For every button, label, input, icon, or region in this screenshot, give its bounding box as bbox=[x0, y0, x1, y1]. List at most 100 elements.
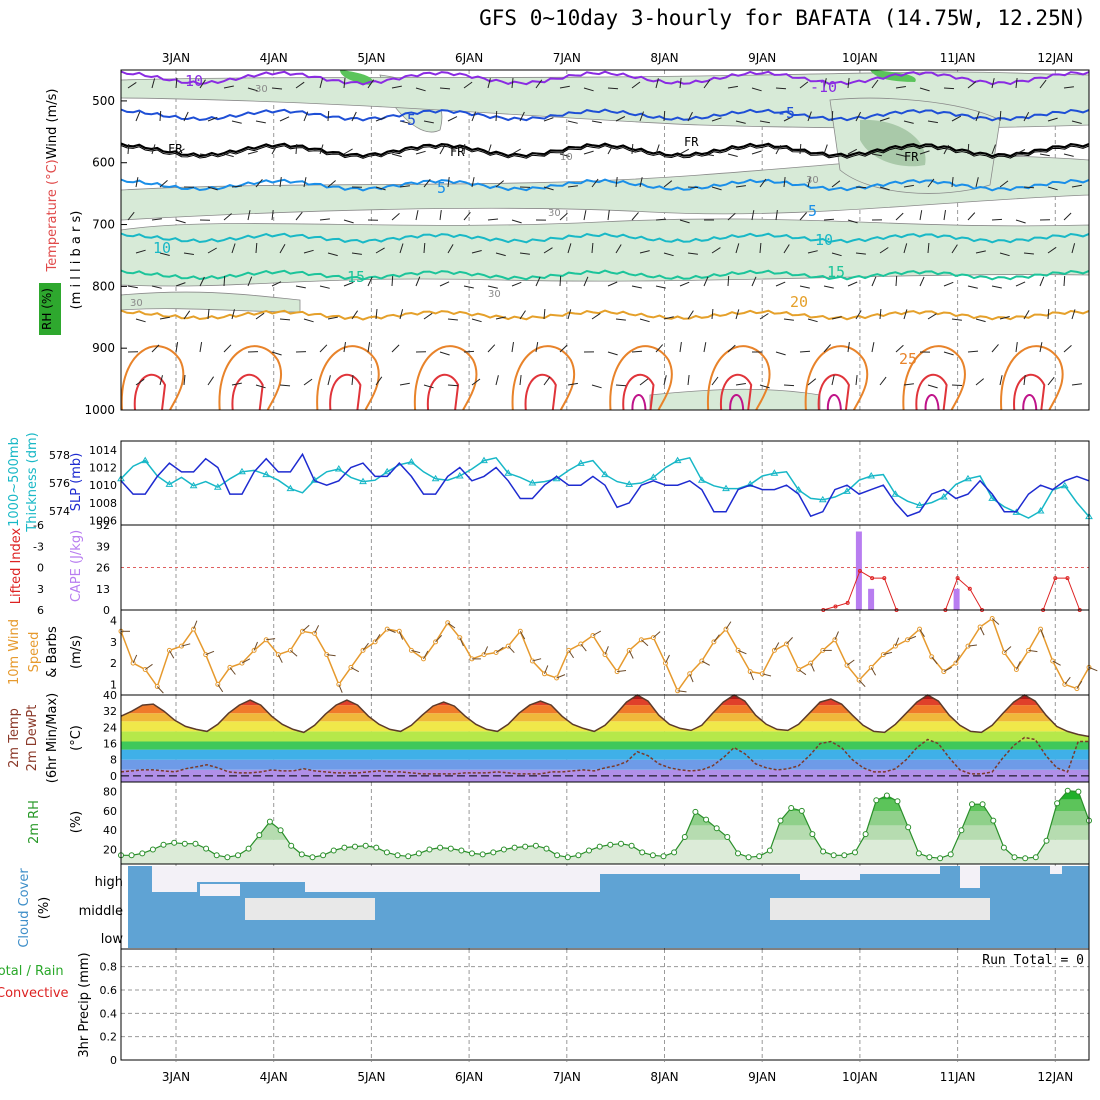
wind-barb bbox=[217, 684, 224, 693]
wind-barb bbox=[495, 646, 504, 653]
wind-barb bbox=[967, 143, 970, 155]
wind-barb bbox=[362, 642, 369, 651]
wind-barb bbox=[175, 77, 178, 89]
wind-barb bbox=[319, 218, 330, 221]
pressure-tick-label: 1000 bbox=[84, 403, 115, 417]
wind-barb bbox=[1040, 628, 1045, 638]
isotherm-label: 15 bbox=[347, 268, 365, 286]
wind-barb bbox=[583, 150, 594, 155]
temp-tick-label: 0 bbox=[110, 770, 117, 783]
wind-barb bbox=[655, 78, 659, 89]
x-label-bottom: 11JAN bbox=[940, 1070, 976, 1084]
wind-barb bbox=[783, 318, 794, 321]
rh-point bbox=[224, 854, 231, 861]
wind-barb bbox=[975, 250, 986, 254]
wind-barb bbox=[495, 180, 505, 188]
wind-barb bbox=[1071, 309, 1076, 320]
wind-barb bbox=[568, 650, 575, 659]
wind-barb bbox=[271, 87, 283, 90]
rh-point bbox=[1054, 800, 1061, 807]
isotherm-label: 10 bbox=[185, 72, 203, 90]
wind-barb bbox=[367, 153, 378, 156]
wind-barb bbox=[231, 382, 242, 386]
wind-barb bbox=[255, 312, 265, 320]
wind-barb bbox=[807, 177, 811, 188]
wind-barb bbox=[607, 281, 618, 287]
isotherm-cell bbox=[609, 345, 673, 411]
wind-barb bbox=[895, 212, 904, 221]
wind-barb bbox=[567, 309, 572, 320]
wind-barb bbox=[375, 376, 383, 386]
wind-barb bbox=[1071, 243, 1076, 254]
wind-barb bbox=[559, 153, 570, 157]
wind-barb bbox=[759, 384, 770, 389]
thickness-point bbox=[141, 456, 150, 464]
wind-barb bbox=[247, 210, 251, 221]
wind-barb bbox=[687, 375, 690, 386]
wind-barb bbox=[463, 285, 474, 289]
wind-barb bbox=[391, 344, 400, 353]
thickness-point bbox=[988, 494, 997, 501]
wind-barb bbox=[1076, 680, 1083, 689]
wind-barb bbox=[991, 218, 1003, 221]
wind-barb bbox=[199, 79, 206, 89]
wind-barb bbox=[303, 177, 307, 188]
x-label-top: 6JAN bbox=[455, 51, 483, 65]
isotherm-cell bbox=[1000, 345, 1064, 411]
rh-point bbox=[681, 834, 688, 840]
x-label-top: 12JAN bbox=[1037, 51, 1073, 65]
wind-barb bbox=[727, 344, 736, 353]
wind-barb bbox=[943, 281, 954, 287]
wind-barb bbox=[607, 144, 614, 155]
rh-point bbox=[426, 846, 433, 853]
wind-barb bbox=[207, 247, 217, 254]
wind-barb bbox=[615, 177, 618, 188]
rh-point bbox=[532, 842, 539, 849]
wind-barb bbox=[326, 654, 336, 657]
wind-barb bbox=[907, 635, 917, 641]
wind-barb bbox=[679, 281, 690, 287]
thickness-point bbox=[1036, 507, 1045, 514]
wind-barb bbox=[855, 186, 867, 189]
isotherm-cell bbox=[218, 345, 283, 411]
wind-barb bbox=[511, 78, 514, 89]
wind-barb bbox=[375, 186, 386, 191]
rh-point bbox=[894, 798, 901, 805]
wind-barb bbox=[591, 242, 594, 254]
rh-label: 30 bbox=[548, 208, 561, 219]
wind-barb bbox=[727, 275, 730, 287]
wind-barb bbox=[447, 177, 450, 188]
cloud-level-low: low bbox=[101, 932, 124, 947]
temperature-wind-axis-label: Temperature (°C)Wind (m/s) bbox=[45, 89, 60, 273]
wind-barb bbox=[295, 81, 305, 89]
temp-band bbox=[121, 695, 1089, 699]
wind-barb bbox=[229, 667, 236, 675]
wind-barb bbox=[895, 153, 906, 157]
wind-barb bbox=[798, 669, 807, 676]
thickness-tick-label: 574 bbox=[49, 505, 70, 518]
wind-barb bbox=[495, 316, 506, 320]
wind-barb bbox=[762, 673, 772, 677]
wind-barb bbox=[1015, 661, 1021, 670]
x-label-top: 4JAN bbox=[260, 51, 288, 65]
wind-barb bbox=[295, 211, 303, 221]
cloud-gap bbox=[152, 866, 197, 892]
isotherm-label: 15 bbox=[827, 263, 845, 281]
wind-barb bbox=[943, 87, 955, 90]
wind-barb bbox=[711, 186, 722, 191]
wind-barb bbox=[543, 247, 553, 254]
wind-barb bbox=[783, 177, 786, 188]
wind-barb bbox=[999, 316, 1010, 320]
rh-point bbox=[830, 852, 837, 859]
rh-point bbox=[1043, 837, 1050, 844]
wind-barb bbox=[927, 178, 935, 188]
wind-barb bbox=[735, 309, 740, 320]
isotherm-cell bbox=[729, 394, 745, 411]
rh-point bbox=[256, 832, 263, 839]
isotherm-line bbox=[120, 108, 1090, 122]
precip-tick-label: 0.6 bbox=[100, 984, 118, 997]
temp-tick-label: 16 bbox=[103, 738, 117, 751]
wind-barb bbox=[846, 659, 855, 666]
isotherm-cell bbox=[414, 345, 478, 411]
wind-barb bbox=[967, 644, 977, 647]
